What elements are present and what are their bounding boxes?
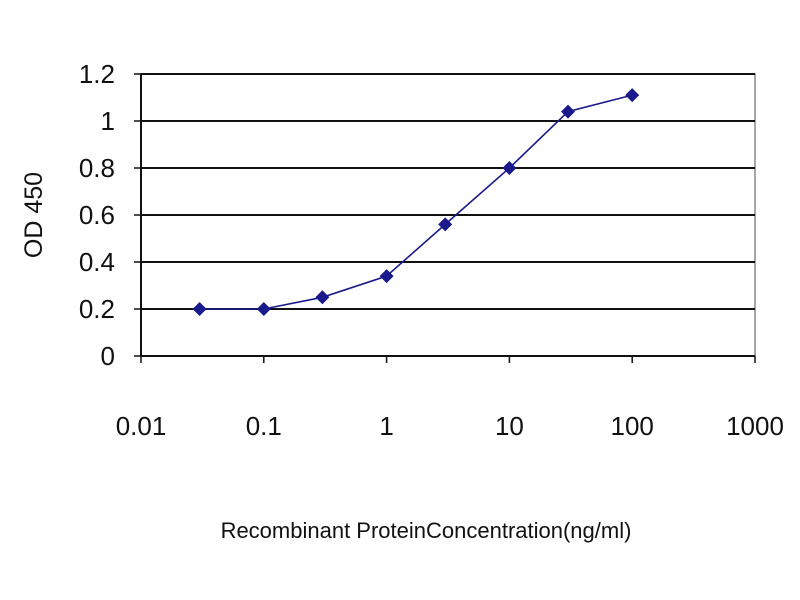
data-point-diamond: [315, 290, 330, 305]
x-axis-ticks: 0.01 0.1 1 10 100 1000: [116, 356, 784, 441]
y-axis-ticks: 0 0.2 0.4 0.6 0.8 1 1.2: [79, 59, 141, 371]
y-axis-title: OD 450: [20, 172, 48, 258]
data-point-diamond: [438, 217, 453, 232]
x-tick-label: 100: [611, 411, 654, 441]
x-axis-title: Recombinant ProteinConcentration(ng/ml): [221, 518, 632, 543]
data-point-diamond: [379, 269, 394, 284]
y-tick-label: 0.4: [79, 247, 115, 277]
x-tick-label: 1: [379, 411, 393, 441]
y-tick-label: 0: [101, 341, 115, 371]
y-tick-label: 1: [101, 106, 115, 136]
data-point-diamond: [560, 104, 575, 119]
y-tick-label: 0.8: [79, 153, 115, 183]
data-point-diamond: [502, 161, 517, 175]
x-tick-label: 1000: [726, 411, 784, 441]
data-point-diamond: [256, 302, 271, 316]
data-point-diamond: [192, 302, 207, 316]
data-point-diamond: [625, 88, 640, 103]
series-line: [199, 94, 633, 310]
y-tick-label: 0.6: [79, 200, 115, 230]
x-tick-label: 0.1: [246, 411, 282, 441]
x-tick-label: 10: [495, 411, 524, 441]
y-tick-label: 0.2: [79, 294, 115, 324]
y-tick-label: 1.2: [79, 59, 115, 89]
data-series: [192, 88, 640, 316]
x-tick-label: 0.01: [116, 411, 167, 441]
